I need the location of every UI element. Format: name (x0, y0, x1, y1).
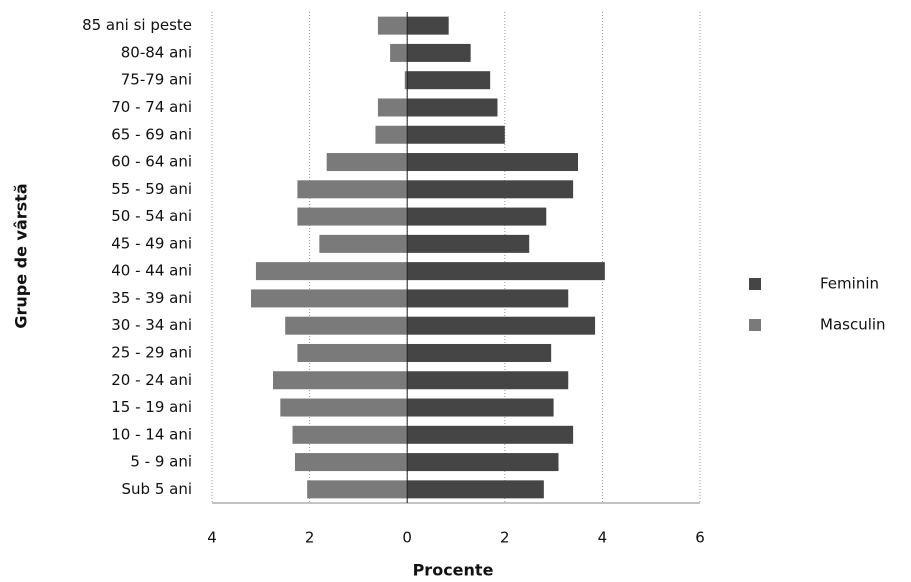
y-tick-label: 35 - 39 ani (111, 289, 192, 307)
x-tick-label: 4 (207, 529, 217, 547)
legend-swatch (749, 278, 761, 290)
y-axis-title: Grupe de vârstă (12, 183, 31, 328)
bar (280, 398, 408, 417)
bar (251, 289, 408, 308)
legend-label: Feminin (820, 275, 879, 293)
bar (407, 453, 559, 472)
y-tick-label: 85 ani si peste (82, 16, 192, 34)
bar (307, 480, 408, 499)
y-tick-label: 10 - 14 ani (111, 425, 192, 443)
bar (407, 371, 569, 390)
bar (285, 316, 408, 335)
x-axis-title: Procente (413, 561, 494, 580)
bar (407, 125, 505, 144)
y-tick-label: 5 - 9 ani (130, 453, 192, 471)
bar (407, 289, 569, 308)
bar (407, 180, 574, 199)
bar (407, 425, 574, 444)
y-tick-label: 25 - 29 ani (111, 343, 192, 361)
y-tick-label: 45 - 49 ani (111, 234, 192, 252)
bar (407, 480, 544, 499)
bar (407, 98, 498, 117)
x-tick-label: 4 (598, 529, 608, 547)
y-tick-label: 30 - 34 ani (111, 316, 192, 334)
x-tick-label: 0 (402, 529, 412, 547)
y-tick-label: Sub 5 ani (122, 480, 193, 498)
y-tick-label: 55 - 59 ani (111, 180, 192, 198)
bar (407, 153, 578, 172)
y-tick-label: 70 - 74 ani (111, 98, 192, 116)
bar (297, 207, 408, 226)
bar (407, 43, 471, 62)
bar (407, 398, 554, 417)
y-tick-label: 75-79 ani (121, 71, 192, 89)
bar (407, 234, 530, 253)
bar (375, 125, 408, 144)
y-tick-label: 40 - 44 ani (111, 262, 192, 280)
y-tick-label: 65 - 69 ani (111, 125, 192, 143)
bar (407, 316, 596, 335)
bar (404, 71, 408, 90)
x-tick-label: 2 (500, 529, 510, 547)
y-tick-label: 80-84 ani (121, 43, 192, 61)
bar (297, 180, 408, 199)
bar (292, 425, 408, 444)
bar (319, 234, 408, 253)
bar (407, 71, 491, 90)
legend-swatch (749, 319, 761, 331)
bar (273, 371, 408, 390)
x-tick-label: 6 (695, 529, 705, 547)
bar (377, 98, 408, 117)
bar (297, 343, 408, 362)
bar (407, 207, 547, 226)
x-tick-label: 2 (305, 529, 315, 547)
y-tick-label: 60 - 64 ani (111, 153, 192, 171)
bar (407, 262, 605, 281)
bar (294, 453, 408, 472)
y-tick-label: 20 - 24 ani (111, 371, 192, 389)
legend-label: Masculin (820, 316, 886, 334)
bar (407, 343, 552, 362)
bar (255, 262, 408, 281)
bar (407, 16, 449, 35)
y-tick-label: 50 - 54 ani (111, 207, 192, 225)
y-tick-label: 15 - 19 ani (111, 398, 192, 416)
bar (326, 153, 408, 172)
bar (390, 43, 408, 62)
bar (377, 16, 408, 35)
